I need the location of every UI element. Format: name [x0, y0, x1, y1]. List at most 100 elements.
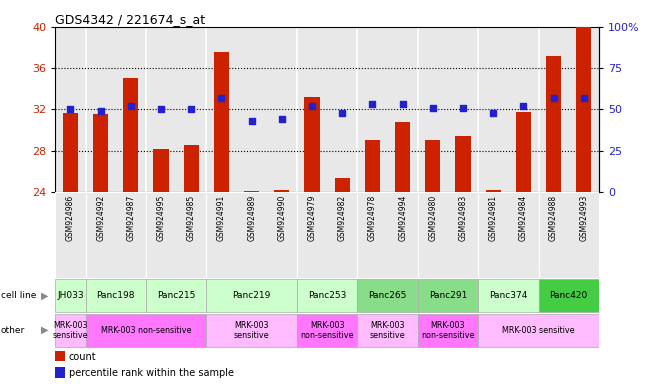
Bar: [55, 367, 65, 377]
Point: [65, 106, 76, 113]
Bar: [478, 314, 599, 347]
Bar: [538, 192, 599, 278]
Point: [518, 103, 529, 109]
Text: GSM924982: GSM924982: [338, 195, 347, 241]
Bar: [297, 27, 357, 192]
Bar: [146, 27, 206, 192]
Text: count: count: [69, 352, 96, 362]
Text: Panc198: Panc198: [96, 291, 135, 300]
Bar: [55, 192, 85, 278]
Text: Panc219: Panc219: [232, 291, 271, 300]
Point: [458, 105, 468, 111]
Bar: [486, 190, 501, 192]
Text: MRK-003 non-sensitive: MRK-003 non-sensitive: [101, 326, 191, 335]
Bar: [206, 279, 297, 312]
Bar: [85, 314, 206, 347]
Text: MRK-003 sensitive: MRK-003 sensitive: [502, 326, 575, 335]
Bar: [297, 192, 357, 278]
Text: other: other: [1, 326, 25, 335]
Point: [488, 110, 499, 116]
Text: MRK-003
non-sensitive: MRK-003 non-sensitive: [421, 321, 475, 340]
Bar: [274, 190, 290, 192]
Text: GSM924986: GSM924986: [66, 195, 75, 241]
Text: GSM924979: GSM924979: [307, 195, 316, 241]
Bar: [123, 78, 139, 192]
Bar: [146, 279, 206, 312]
Bar: [456, 136, 471, 192]
Text: MRK-003
sensitive: MRK-003 sensitive: [234, 321, 270, 340]
Text: GSM924990: GSM924990: [277, 195, 286, 241]
Point: [367, 101, 378, 108]
Bar: [85, 27, 146, 192]
Text: GSM924983: GSM924983: [458, 195, 467, 241]
Bar: [305, 97, 320, 192]
Bar: [538, 27, 599, 192]
Text: GSM924989: GSM924989: [247, 195, 256, 241]
Bar: [244, 191, 259, 192]
Bar: [418, 314, 478, 347]
Bar: [184, 144, 199, 192]
Bar: [478, 279, 538, 312]
Bar: [516, 111, 531, 192]
Bar: [395, 122, 410, 192]
Bar: [93, 114, 108, 192]
Text: JH033: JH033: [57, 291, 84, 300]
Bar: [297, 279, 357, 312]
Point: [277, 116, 287, 122]
Text: cell line: cell line: [1, 291, 36, 300]
Text: GSM924988: GSM924988: [549, 195, 558, 241]
Bar: [55, 314, 85, 347]
Text: GSM924995: GSM924995: [156, 195, 165, 241]
Bar: [478, 192, 538, 278]
Bar: [335, 177, 350, 192]
Point: [247, 118, 257, 124]
Bar: [63, 113, 78, 192]
Point: [96, 108, 106, 114]
Text: ▶: ▶: [41, 325, 49, 335]
Point: [579, 95, 589, 101]
Bar: [357, 27, 418, 192]
Bar: [538, 279, 599, 312]
Bar: [357, 192, 418, 278]
Bar: [85, 192, 146, 278]
Bar: [478, 27, 538, 192]
Bar: [55, 27, 85, 192]
Bar: [418, 279, 478, 312]
Point: [307, 103, 317, 109]
Point: [337, 110, 348, 116]
Bar: [418, 192, 478, 278]
Text: GSM924987: GSM924987: [126, 195, 135, 241]
Text: MRK-003
sensitive: MRK-003 sensitive: [53, 321, 89, 340]
Bar: [154, 149, 169, 192]
Text: GSM924984: GSM924984: [519, 195, 528, 241]
Bar: [206, 27, 297, 192]
Bar: [546, 56, 561, 192]
Text: GSM924978: GSM924978: [368, 195, 377, 241]
Text: GSM924991: GSM924991: [217, 195, 226, 241]
Bar: [206, 314, 297, 347]
Bar: [206, 192, 297, 278]
Bar: [357, 279, 418, 312]
Text: GSM924993: GSM924993: [579, 195, 589, 241]
Point: [156, 106, 166, 113]
Text: Panc291: Panc291: [429, 291, 467, 300]
Text: GSM924994: GSM924994: [398, 195, 407, 241]
Bar: [146, 192, 206, 278]
Text: percentile rank within the sample: percentile rank within the sample: [69, 368, 234, 378]
Text: MRK-003
non-sensitive: MRK-003 non-sensitive: [300, 321, 354, 340]
Bar: [55, 351, 65, 361]
Text: Panc420: Panc420: [549, 291, 588, 300]
Text: GSM924992: GSM924992: [96, 195, 105, 241]
Text: ▶: ▶: [41, 291, 49, 301]
Text: Panc253: Panc253: [308, 291, 346, 300]
Text: Panc215: Panc215: [157, 291, 195, 300]
Text: GDS4342 / 221674_s_at: GDS4342 / 221674_s_at: [55, 13, 206, 26]
Point: [186, 106, 197, 113]
Bar: [425, 141, 440, 192]
Bar: [357, 314, 418, 347]
Point: [397, 101, 408, 108]
Text: GSM924980: GSM924980: [428, 195, 437, 241]
Point: [126, 103, 136, 109]
Bar: [576, 27, 591, 192]
Text: GSM924981: GSM924981: [489, 195, 498, 241]
